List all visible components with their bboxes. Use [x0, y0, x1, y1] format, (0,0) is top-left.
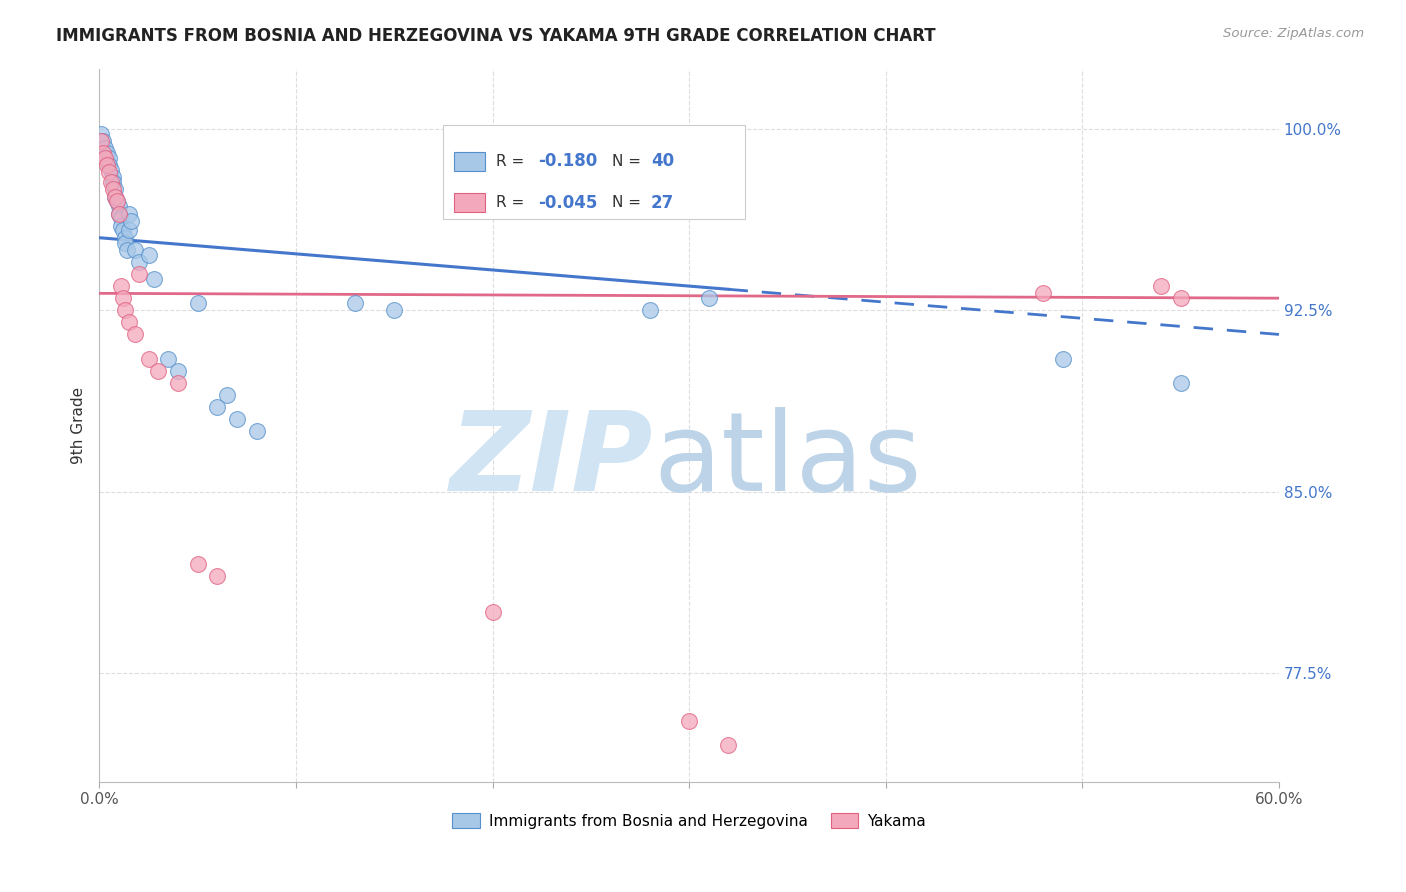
Point [93, 146, 115, 161]
Point [207, 569, 229, 583]
Point [103, 170, 125, 185]
Legend: Immigrants from Bosnia and Herzegovina, Yakama: Immigrants from Bosnia and Herzegovina, … [446, 806, 932, 835]
Text: IMMIGRANTS FROM BOSNIA AND HERZEGOVINA VS YAKAMA 9TH GRADE CORRELATION CHART: IMMIGRANTS FROM BOSNIA AND HERZEGOVINA V… [56, 27, 936, 45]
Point [207, 400, 229, 414]
Point [124, 243, 146, 257]
Point [246, 424, 269, 438]
Point [93, 134, 115, 148]
Point [1170, 291, 1192, 305]
Point [118, 315, 141, 329]
Point [110, 219, 132, 233]
Point [103, 175, 125, 189]
Point [96, 158, 118, 172]
Text: R =: R = [496, 153, 530, 169]
Point [167, 364, 190, 378]
Point [382, 303, 405, 318]
Point [678, 714, 700, 729]
Point [118, 206, 141, 220]
Point [114, 303, 136, 318]
Point [114, 235, 136, 250]
Point [105, 194, 128, 209]
Point [90, 134, 112, 148]
Point [157, 351, 180, 366]
Point [187, 557, 209, 571]
Point [100, 175, 122, 189]
Point [108, 206, 131, 220]
Point [124, 327, 146, 342]
Text: N =: N = [612, 153, 645, 169]
Point [138, 351, 160, 366]
Point [217, 388, 239, 402]
Point [226, 412, 249, 426]
Point [128, 255, 150, 269]
Point [110, 279, 132, 293]
Point [128, 267, 150, 281]
Point [111, 291, 134, 305]
Point [108, 206, 131, 220]
Text: Source: ZipAtlas.com: Source: ZipAtlas.com [1223, 27, 1364, 40]
Point [94, 151, 117, 165]
Text: ZIP: ZIP [450, 408, 654, 515]
Point [143, 272, 166, 286]
Point [1150, 279, 1173, 293]
Point [148, 364, 170, 378]
Point [1052, 351, 1074, 366]
Point [104, 182, 127, 196]
Point [100, 163, 122, 178]
Point [118, 223, 141, 237]
Point [90, 127, 112, 141]
Point [187, 296, 209, 310]
Point [94, 141, 117, 155]
Text: -0.180: -0.180 [538, 153, 598, 170]
Point [98, 158, 121, 172]
Text: 40: 40 [651, 153, 673, 170]
Point [115, 243, 138, 257]
Point [120, 214, 142, 228]
Point [481, 606, 503, 620]
Text: R =: R = [496, 195, 530, 211]
Point [1170, 376, 1192, 390]
Point [167, 376, 190, 390]
Point [98, 151, 121, 165]
Point [638, 303, 661, 318]
Point [110, 211, 132, 226]
Point [96, 146, 118, 161]
Point [105, 194, 128, 209]
Y-axis label: 9th Grade: 9th Grade [72, 386, 86, 464]
Point [104, 189, 127, 203]
Point [717, 739, 740, 753]
Point [111, 223, 134, 237]
Point [1032, 286, 1054, 301]
Point [343, 296, 366, 310]
Text: atlas: atlas [654, 408, 922, 515]
Text: N =: N = [612, 195, 645, 211]
Point [697, 291, 720, 305]
Text: 27: 27 [651, 194, 675, 211]
Point [103, 182, 125, 196]
Point [114, 231, 136, 245]
Point [98, 165, 121, 179]
Point [104, 189, 127, 203]
Text: -0.045: -0.045 [538, 194, 598, 211]
Point [108, 199, 131, 213]
Point [138, 247, 160, 261]
